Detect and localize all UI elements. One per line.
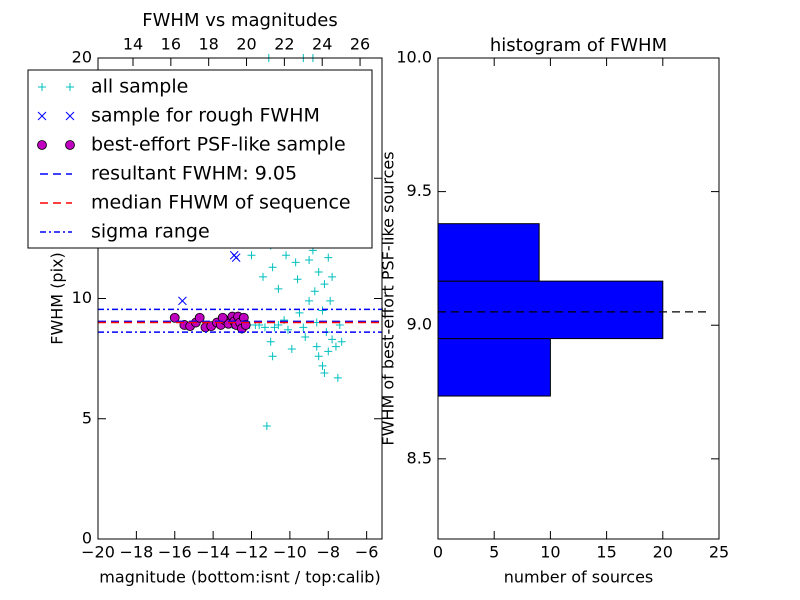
plus-marker	[333, 373, 342, 382]
histogram-bar	[437, 338, 551, 397]
y-tick-label: 8.5	[407, 448, 432, 467]
y-tick-label: 5	[82, 408, 92, 427]
plus-marker	[262, 421, 271, 430]
y-tick-label: 9.5	[407, 181, 432, 200]
plus-marker	[260, 323, 269, 332]
x-tick-label: 20	[653, 543, 673, 562]
legend-label: median FHWM of sequence	[91, 192, 351, 214]
legend-swatch	[37, 140, 47, 150]
histogram-bar	[437, 280, 664, 340]
y-axis-label: FWHM of best-effort PSF-like sources	[379, 151, 398, 445]
plus-marker	[266, 337, 275, 346]
plus-marker	[328, 272, 337, 281]
x-tick-label: 25	[709, 543, 729, 562]
legend-label: resultant FWHM: 9.05	[91, 163, 297, 185]
x-marker	[178, 296, 187, 306]
legend-swatch	[37, 111, 47, 121]
plus-marker	[337, 337, 346, 346]
x2-tick-label: 22	[274, 35, 294, 54]
x2-tick-label: 24	[312, 35, 332, 54]
plus-marker	[331, 342, 340, 351]
x-tick-label: −18	[119, 543, 153, 562]
plus-marker	[282, 251, 291, 260]
plot-border	[437, 57, 720, 540]
chart-title: histogram of FWHM	[490, 35, 667, 56]
y-tick-label: 10	[72, 288, 92, 307]
plus-marker	[314, 268, 323, 277]
plus-marker	[295, 308, 304, 317]
x2-tick-label: 16	[161, 35, 181, 54]
legend-label: sigma range	[91, 221, 210, 243]
legend-swatch	[38, 83, 46, 91]
y-axis-label: FWHM (pix)	[48, 252, 67, 345]
x2-tick-label: 20	[236, 35, 256, 54]
plus-marker	[293, 275, 302, 284]
x-marker	[231, 253, 241, 262]
legend-swatch	[66, 83, 74, 91]
x-tick-label: −8	[316, 543, 340, 562]
y-tick-label: 9.0	[407, 315, 432, 334]
plus-marker	[310, 287, 319, 296]
plus-marker	[320, 369, 329, 378]
x-tick-label: −10	[273, 543, 307, 562]
legend-box	[27, 69, 373, 249]
plus-marker	[301, 332, 310, 341]
plus-marker	[274, 284, 283, 293]
legend-label: sample for rough FWHM	[91, 105, 320, 127]
x-tick-label: 15	[596, 543, 616, 562]
plus-marker	[326, 296, 335, 305]
plus-marker	[320, 280, 329, 289]
chart-title: FWHM vs magnitudes	[142, 10, 337, 31]
x-tick-label: −20	[81, 543, 115, 562]
plus-marker	[328, 335, 337, 344]
x-axis-label: number of sources	[504, 568, 654, 587]
x-tick-label: −12	[235, 543, 269, 562]
y-tick-label: 0	[82, 529, 92, 548]
y-tick-label: 10.0	[396, 48, 432, 67]
circle-marker	[194, 312, 205, 323]
plus-marker	[283, 325, 292, 334]
x-tick-label: 5	[489, 543, 499, 562]
y-tick-label: 20	[72, 48, 92, 67]
x-tick-label: 10	[540, 543, 560, 562]
x2-tick-label: 26	[350, 35, 370, 54]
plus-marker	[324, 253, 333, 262]
plus-marker	[305, 256, 314, 265]
plus-marker	[247, 251, 256, 260]
circle-marker	[169, 312, 180, 323]
plus-marker	[268, 263, 277, 272]
plus-marker	[318, 361, 327, 370]
plus-marker	[324, 347, 333, 356]
plus-marker	[287, 345, 296, 354]
legend-label: best-effort PSF-like sample	[91, 134, 346, 156]
plus-marker	[259, 272, 268, 281]
plus-marker	[270, 323, 279, 332]
x-tick-label: −16	[158, 543, 192, 562]
x2-tick-label: 18	[199, 35, 219, 54]
plus-marker	[314, 352, 323, 361]
legend-swatch	[65, 140, 75, 150]
x-tick-label: −14	[196, 543, 230, 562]
x2-tick-label: 14	[123, 35, 143, 54]
x-axis-label: magnitude (bottom:isnt / top:calib)	[99, 568, 380, 587]
plus-marker	[305, 296, 314, 305]
plus-marker	[312, 342, 321, 351]
legend-swatch	[65, 111, 75, 121]
x-tick-label: 0	[433, 543, 443, 562]
x-tick-label: −6	[355, 543, 379, 562]
plus-marker	[318, 306, 327, 315]
plus-marker	[299, 323, 308, 332]
plus-marker	[268, 352, 277, 361]
histogram-bar	[437, 223, 540, 282]
plus-marker	[291, 258, 300, 267]
plot-border	[97, 57, 383, 540]
legend-label: all sample	[91, 76, 188, 98]
